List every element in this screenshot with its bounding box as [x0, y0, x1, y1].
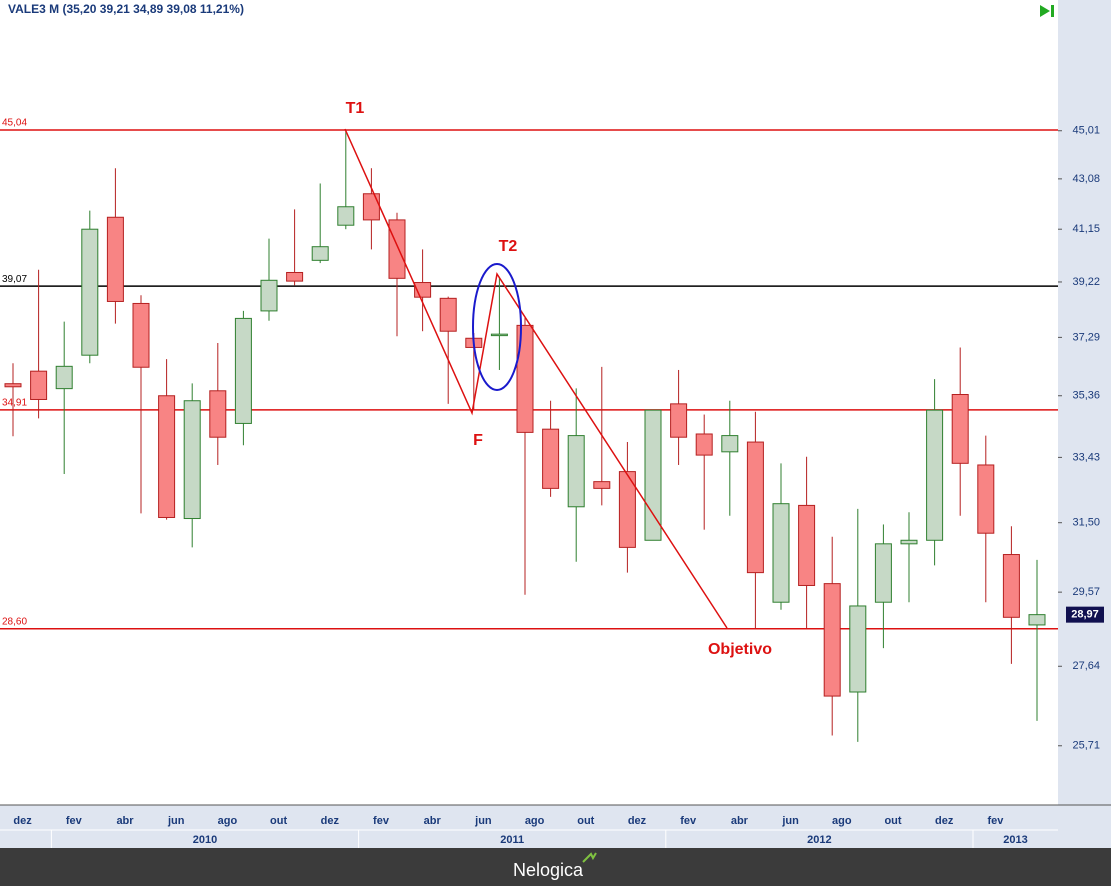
x-tick-label: jun — [167, 815, 185, 827]
x-tick-label: jun — [781, 815, 799, 827]
bottom-axis-panel — [0, 805, 1058, 848]
x-tick-label: fev — [987, 815, 1004, 827]
candle-body — [516, 324, 534, 433]
y-tick-label: 43,08 — [1072, 173, 1100, 185]
candle-body — [849, 605, 867, 693]
candle-body — [695, 433, 713, 456]
candle-body — [1002, 554, 1020, 618]
candle-body — [132, 302, 150, 368]
candle-body — [567, 435, 585, 508]
candle-body — [1028, 614, 1046, 626]
candle-body — [670, 403, 688, 438]
right-axis-panel — [1058, 0, 1111, 848]
x-tick-label: ago — [832, 815, 852, 827]
candle-body — [772, 503, 790, 603]
highlight-ellipse — [472, 263, 522, 391]
year-label: 2013 — [1003, 834, 1027, 846]
year-label: 2011 — [500, 834, 524, 846]
candle-body — [30, 370, 48, 400]
y-tick-label: 25,71 — [1072, 740, 1100, 752]
brand: Nelogica — [513, 860, 584, 880]
last-price-label: 28,97 — [1071, 609, 1099, 621]
candle-body — [593, 481, 611, 489]
candle-body — [644, 409, 662, 541]
year-label: 2010 — [193, 834, 217, 846]
x-tick-label: out — [577, 815, 594, 827]
candle-body — [234, 317, 252, 424]
candle-body — [490, 333, 508, 337]
last-price-tag — [1066, 606, 1104, 623]
x-tick-label: fev — [373, 815, 390, 827]
x-tick-label: out — [270, 815, 287, 827]
candle-body — [542, 428, 560, 489]
candle-body — [977, 464, 995, 534]
pattern-line — [344, 128, 728, 629]
level-label: 45,04 — [2, 118, 27, 129]
x-tick-label: out — [884, 815, 901, 827]
candle-body — [439, 297, 457, 332]
candle-body — [106, 216, 124, 302]
candle-body — [286, 271, 304, 282]
y-tick-label: 27,64 — [1072, 660, 1100, 672]
candle-body — [362, 193, 380, 221]
candle-body — [721, 435, 739, 453]
candle-body — [900, 539, 918, 545]
candle-body — [4, 383, 22, 388]
drawings: T1 T2 F Objetivo — [344, 100, 772, 658]
candle-body — [311, 246, 329, 261]
y-tick-label: 29,57 — [1072, 586, 1100, 598]
candle-body — [388, 219, 406, 279]
level-label: 34,91 — [2, 397, 27, 408]
candle-body — [183, 400, 201, 520]
candle-body — [260, 279, 278, 312]
brand-logo — [582, 852, 597, 863]
x-tick-label: fev — [66, 815, 83, 827]
x-tick-label: dez — [935, 815, 954, 827]
y-tick-label: 35,36 — [1072, 390, 1100, 402]
y-tick-label: 31,50 — [1072, 517, 1100, 529]
candle-body — [81, 228, 99, 356]
candle-body — [158, 395, 176, 518]
candle-body — [874, 543, 892, 603]
annotation: Objetivo — [708, 641, 772, 658]
candle-body — [337, 206, 355, 226]
x-tick-label: abr — [116, 815, 134, 827]
play-button[interactable] — [1040, 5, 1054, 17]
annotation: F — [473, 432, 483, 449]
candle-body — [209, 390, 227, 438]
level-label: 39,07 — [2, 274, 27, 285]
x-tick-label: dez — [321, 815, 340, 827]
annotation: T2 — [499, 238, 518, 255]
candle-body — [55, 365, 73, 390]
x-tick-label: ago — [525, 815, 545, 827]
y-tick-label: 45,01 — [1072, 125, 1100, 137]
x-tick-label: jun — [474, 815, 492, 827]
x-tick-label: abr — [424, 815, 442, 827]
chart-title: VALE3 M (35,20 39,21 34,89 39,08 11,21%) — [8, 2, 244, 16]
level-label: 28,60 — [2, 616, 27, 627]
annotation: T1 — [346, 100, 365, 117]
x-tick-label: ago — [218, 815, 238, 827]
candle-body — [926, 409, 944, 541]
x-tick-label: dez — [13, 815, 32, 827]
footer — [0, 848, 1111, 886]
x-tick-label: fev — [680, 815, 697, 827]
y-tick-label: 33,43 — [1072, 451, 1100, 463]
x-tick-label: abr — [731, 815, 749, 827]
y-tick-label: 37,29 — [1072, 331, 1100, 343]
candle-body — [798, 504, 816, 586]
x-tick-label: dez — [628, 815, 647, 827]
candle-body — [618, 471, 636, 548]
candle-body — [823, 583, 841, 697]
candle-body — [951, 394, 969, 464]
y-tick-label: 41,15 — [1072, 223, 1100, 235]
candle-body — [746, 441, 764, 574]
y-tick-label: 39,22 — [1072, 276, 1100, 288]
year-label: 2012 — [807, 834, 831, 846]
